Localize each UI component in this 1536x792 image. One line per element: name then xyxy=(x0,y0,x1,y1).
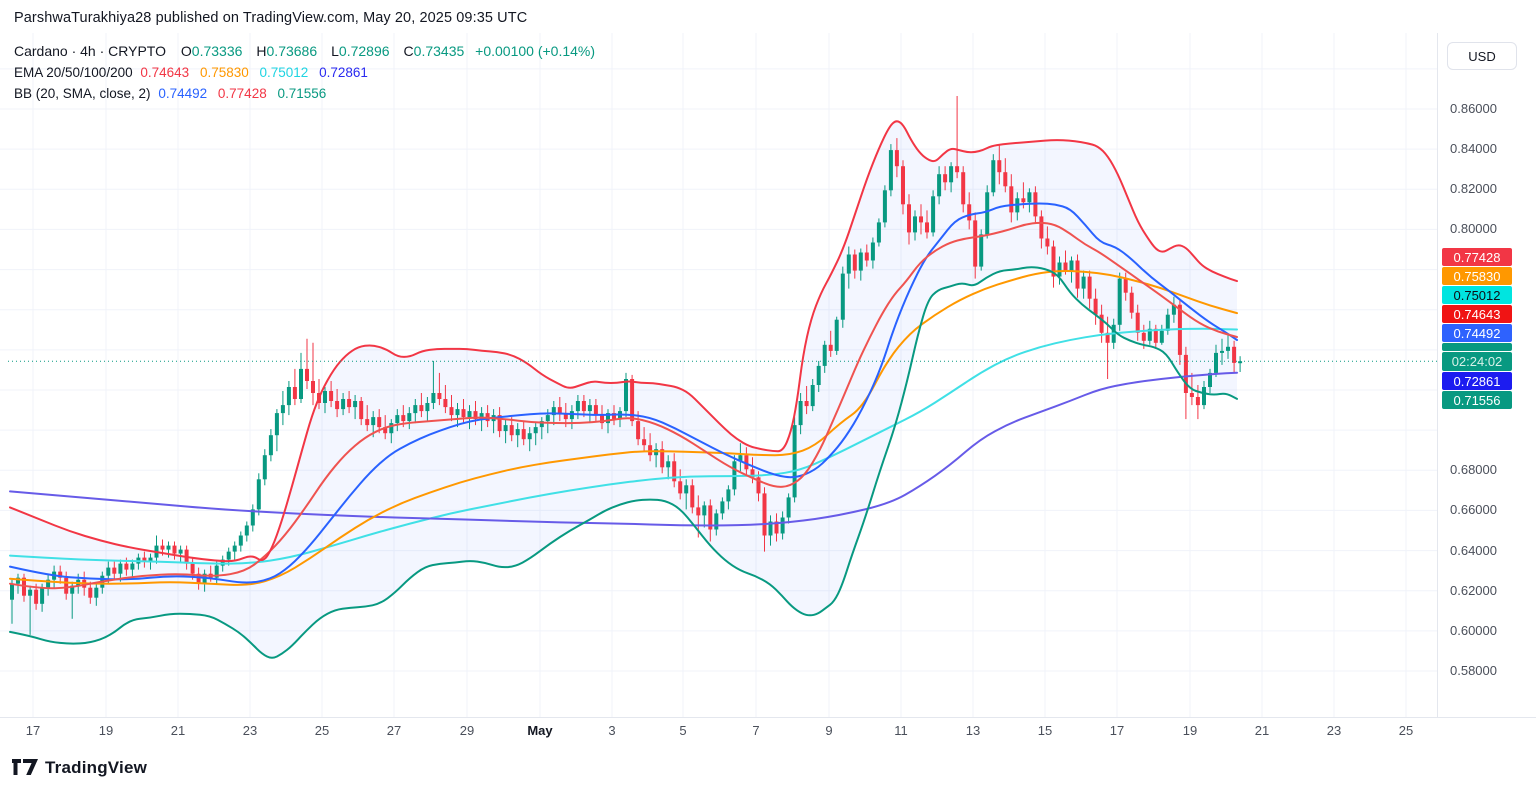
ema20-value: 0.74643 xyxy=(140,65,190,80)
bb-lower-value: 0.71556 xyxy=(277,86,327,101)
legend-bb-row[interactable]: BB (20, SMA, close, 2) 0.74492 0.77428 0… xyxy=(14,83,602,104)
legend-symbol-row[interactable]: Cardano · 4h · CRYPTO O0.73336 H0.73686 L0… xyxy=(14,41,602,62)
time-tick-label-21: 21 xyxy=(170,723,186,738)
time-tick-label-17: 17 xyxy=(25,723,41,738)
time-tick-label-15: 15 xyxy=(1037,723,1053,738)
current-price-label-sliver xyxy=(1442,343,1512,351)
time-tick-label-7: 7 xyxy=(752,723,760,738)
tradingview-logo-text: TradingView xyxy=(45,758,148,777)
currency-toggle-button[interactable]: USD xyxy=(1447,42,1517,70)
time-tick-label-25: 25 xyxy=(1398,723,1414,738)
time-tick-label-17: 17 xyxy=(1109,723,1125,738)
time-tick-label-27: 27 xyxy=(386,723,402,738)
close-value: 0.73435 xyxy=(413,43,465,59)
time-axis-separator xyxy=(0,717,1536,718)
bb-basis-value: 0.74492 xyxy=(158,86,208,101)
price-axis[interactable]: 0.860000.840000.820000.800000.780000.760… xyxy=(1438,33,1536,717)
ema200-line xyxy=(9,371,1238,527)
time-tick-label-29: 29 xyxy=(459,723,475,738)
time-tick-label-23: 23 xyxy=(1326,723,1342,738)
time-tick-label-11: 11 xyxy=(894,723,908,738)
ema20-line xyxy=(9,221,1238,590)
time-tick-label-23: 23 xyxy=(242,723,258,738)
bb-basis-price-label: 0.74492 xyxy=(1442,324,1512,342)
chart-legend: Cardano · 4h · CRYPTO O0.73336 H0.73686 L0… xyxy=(14,41,602,104)
bb-lower-line xyxy=(9,266,1238,659)
price-tick-label: 0.86000 xyxy=(1450,101,1497,116)
high-value: 0.73686 xyxy=(266,43,318,59)
time-tick-label-3: 3 xyxy=(608,723,616,738)
bb-upper-price-label: 0.77428 xyxy=(1442,248,1512,266)
time-axis[interactable]: 17 19 21 23 25 27 29 May 3 5 7 9 11 13 15 17 19 21 23 25 xyxy=(0,717,1437,745)
symbol-title[interactable]: Cardano · 4h · CRYPTO xyxy=(14,43,166,59)
time-tick-label-may: May xyxy=(527,723,553,738)
time-tick-label-19: 19 xyxy=(98,723,114,738)
publish-attribution: ParshwaTurakhiya28 published on TradingV… xyxy=(14,10,528,26)
countdown-label: 02:24:02 xyxy=(1442,352,1512,371)
time-tick-label-5: 5 xyxy=(679,723,687,738)
open-value: 0.73336 xyxy=(191,43,243,59)
bb-upper-line xyxy=(9,120,1238,563)
price-tick-label: 0.58000 xyxy=(1450,663,1497,678)
time-tick-label-9: 9 xyxy=(825,723,833,738)
time-tick-label-19: 19 xyxy=(1182,723,1198,738)
tradingview-logo[interactable]: TradingView xyxy=(12,757,147,779)
ema50-price-label: 0.75830 xyxy=(1442,267,1512,285)
bb-basis-line xyxy=(9,202,1238,584)
price-tick-label: 0.64000 xyxy=(1450,542,1497,558)
price-tick-label: 0.66000 xyxy=(1450,502,1497,518)
bb-upper-value: 0.77428 xyxy=(217,86,267,101)
price-tick-label: 0.68000 xyxy=(1450,462,1497,478)
ema200-price-label: 0.72861 xyxy=(1442,372,1512,390)
price-tick-label: 0.80000 xyxy=(1450,221,1497,237)
low-value: 0.72896 xyxy=(338,43,390,59)
ema100-value: 0.75012 xyxy=(259,65,309,80)
time-tick-label-25: 25 xyxy=(314,723,330,738)
tradingview-logo-icon xyxy=(12,757,38,779)
legend-ema-row[interactable]: EMA 20/50/100/200 0.74643 0.75830 0.7501… xyxy=(14,62,602,83)
vertical-gridlines xyxy=(32,33,1407,717)
price-tick-label: 0.84000 xyxy=(1450,141,1497,157)
time-tick-label-13: 13 xyxy=(965,723,981,738)
open-key: O xyxy=(180,43,192,59)
bb-lower-price-label: 0.71556 xyxy=(1442,391,1512,409)
low-key: L xyxy=(331,43,339,59)
ema20-price-label: 0.74643 xyxy=(1442,305,1512,323)
change-value: +0.00100 (+0.14%) xyxy=(475,43,596,59)
price-tick-label: 0.62000 xyxy=(1450,582,1497,598)
time-tick-label-21: 21 xyxy=(1254,723,1270,738)
close-key: C xyxy=(403,43,414,59)
ema100-line xyxy=(9,327,1238,565)
price-tick-label: 0.82000 xyxy=(1450,181,1497,197)
high-key: H xyxy=(256,43,267,59)
ema200-value: 0.72861 xyxy=(319,65,368,80)
bb-indicator-title[interactable]: BB (20, SMA, close, 2) xyxy=(14,86,151,101)
ema50-value: 0.75830 xyxy=(199,65,249,80)
ema-indicator-title[interactable]: EMA 20/50/100/200 xyxy=(14,65,133,80)
price-tick-label: 0.60000 xyxy=(1450,622,1497,638)
price-axis-separator xyxy=(1437,33,1438,717)
ema100-price-label: 0.75012 xyxy=(1442,286,1512,304)
